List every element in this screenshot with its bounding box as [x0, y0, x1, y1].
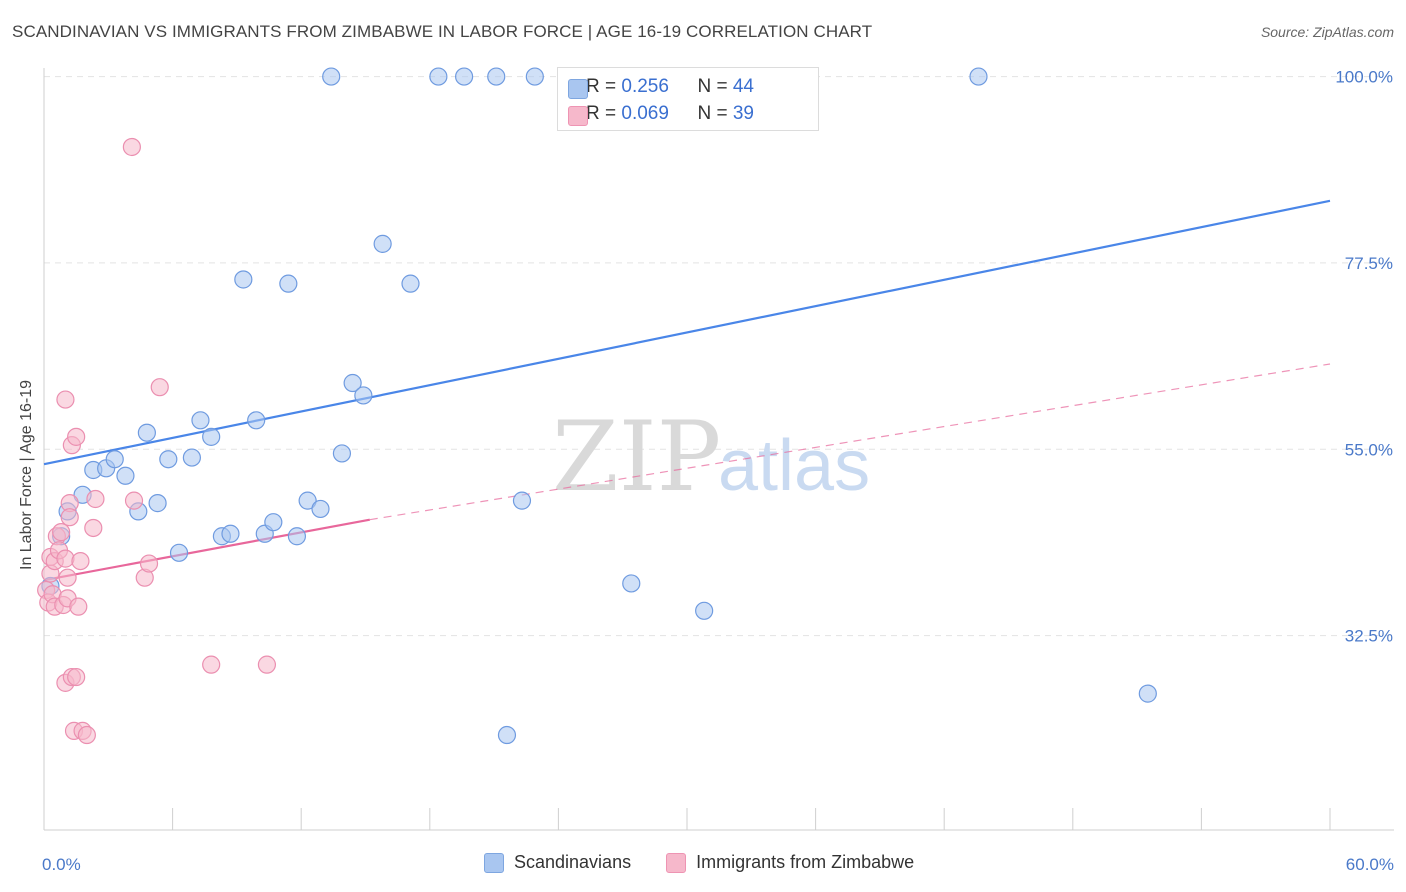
n-value: 44 — [732, 76, 754, 97]
legend-label: Immigrants from Zimbabwe — [696, 852, 915, 872]
point-zimbabwe — [58, 568, 77, 587]
point-scandinavian — [234, 270, 253, 289]
point-zimbabwe — [84, 518, 103, 538]
point-scandinavian — [343, 373, 362, 393]
point-zimbabwe — [60, 508, 79, 527]
x-tick-label: 60.0% — [1346, 855, 1394, 874]
stats-legend: R = 0.256 N = 44 R = 0.069 N = 39 — [557, 67, 819, 131]
legend-row-zimbabwe: R = 0.069 N = 39 — [568, 103, 754, 126]
y-tick-label: 55.0% — [1345, 440, 1393, 459]
point-scandinavian — [298, 491, 317, 510]
point-zimbabwe — [52, 523, 71, 542]
point-scandinavian — [525, 67, 544, 86]
point-zimbabwe — [86, 489, 105, 509]
y-tick-label: 32.5% — [1345, 627, 1393, 646]
point-scandinavian — [148, 494, 167, 513]
point-scandinavian — [247, 411, 266, 430]
r-label: R = — [586, 76, 622, 97]
legend-swatch-pink — [568, 106, 588, 126]
point-scandinavian — [264, 513, 283, 532]
y-tick-label: 77.5% — [1345, 254, 1393, 273]
point-scandinavian — [354, 386, 373, 405]
point-scandinavian — [969, 67, 988, 86]
point-scandinavian — [454, 67, 474, 86]
point-zimbabwe — [257, 655, 277, 674]
y-tick-label: 100.0% — [1335, 68, 1393, 87]
point-scandinavian — [695, 601, 714, 620]
point-zimbabwe — [150, 378, 169, 397]
point-zimbabwe — [77, 725, 96, 745]
point-zimbabwe — [56, 549, 75, 568]
point-zimbabwe — [67, 667, 86, 687]
point-scandinavian — [373, 234, 392, 253]
legend-swatch-blue — [484, 852, 504, 873]
gridlines — [44, 76, 1394, 637]
point-scandinavian — [116, 466, 135, 485]
tick-labels: 32.5% 55.0% 77.5% 100.0% 0.0% 60.0% — [42, 68, 1394, 874]
point-scandinavian — [332, 444, 352, 463]
point-scandinavian — [169, 543, 189, 562]
point-scandinavian — [182, 448, 201, 467]
point-scandinavian — [159, 450, 178, 469]
n-label: N = — [697, 103, 733, 124]
point-scandinavian — [221, 524, 240, 543]
point-scandinavian — [287, 527, 307, 546]
point-zimbabwe — [56, 390, 75, 409]
r-label: R = — [586, 103, 622, 124]
point-zimbabwe — [139, 554, 159, 573]
point-scandinavian — [401, 274, 420, 293]
r-value: 0.256 — [621, 76, 669, 97]
n-label: N = — [697, 76, 733, 97]
legend-swatch-pink — [666, 852, 687, 873]
point-zimbabwe — [67, 427, 86, 446]
point-scandinavian — [279, 274, 298, 293]
chart-title: SCANDINAVIAN VS IMMIGRANTS FROM ZIMBABWE… — [12, 22, 873, 41]
r-value: 0.069 — [621, 103, 669, 124]
legend-item-zimbabwe[interactable]: Immigrants from Zimbabwe — [666, 852, 914, 873]
point-scandinavian — [322, 67, 341, 86]
point-scandinavian — [1138, 684, 1157, 703]
point-scandinavian — [429, 67, 448, 86]
axes — [43, 68, 1394, 831]
point-scandinavian — [311, 499, 330, 519]
point-scandinavian — [622, 574, 641, 593]
trendline-immigrants — [43, 518, 370, 582]
point-scandinavian — [105, 450, 124, 469]
legend-item-scandinavians[interactable]: Scandinavians — [484, 852, 631, 873]
legend-row-scandinavians: R = 0.256 N = 44 — [568, 76, 754, 99]
legend-swatch-blue — [568, 79, 588, 99]
point-scandinavian — [202, 427, 221, 446]
point-zimbabwe — [202, 655, 221, 674]
x-tick-label: 0.0% — [42, 855, 81, 874]
point-zimbabwe — [124, 491, 144, 510]
series-legend: Scandinavians Immigrants from Zimbabwe — [484, 852, 944, 878]
point-scandinavian — [137, 423, 156, 442]
point-zimbabwe — [71, 551, 90, 571]
point-zimbabwe — [69, 597, 88, 616]
n-value: 39 — [732, 103, 754, 124]
point-scandinavian — [497, 725, 517, 745]
legend-label: Scandinavians — [514, 852, 632, 872]
point-scandinavian — [512, 491, 532, 510]
point-zimbabwe — [122, 137, 141, 157]
watermark-zip: ZIP — [552, 401, 721, 513]
point-scandinavian — [191, 411, 210, 430]
trendlines — [43, 199, 1331, 582]
source-label: Source: ZipAtlas.com — [1260, 24, 1394, 40]
point-scandinavian — [487, 67, 506, 86]
watermark: ZIP atlas — [552, 401, 870, 513]
watermark-atlas: atlas — [718, 426, 870, 506]
